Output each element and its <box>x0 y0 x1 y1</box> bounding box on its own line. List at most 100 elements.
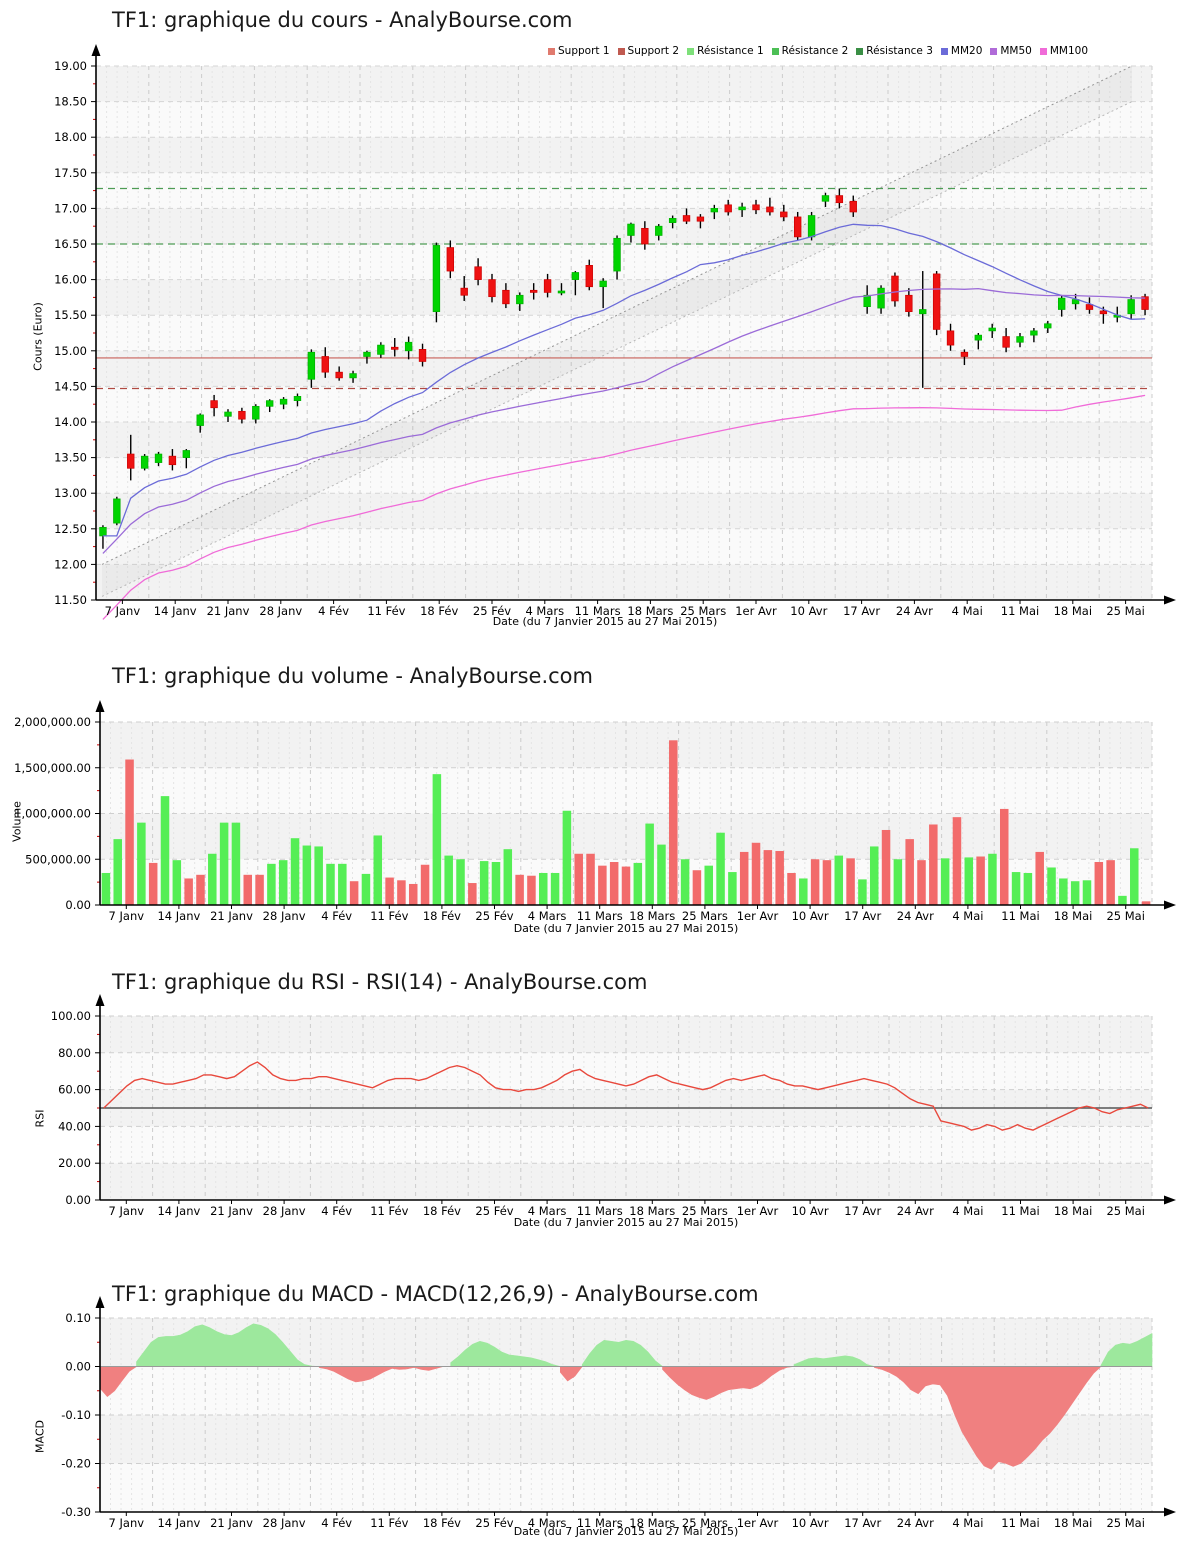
svg-text:20.00: 20.00 <box>58 1156 91 1170</box>
svg-text:11 Mai: 11 Mai <box>1001 604 1039 618</box>
rsi-chart-plot: 0.00 20.00 40.00 60.00 80.00 100.00 7 Janv 14 J… <box>51 994 1176 1218</box>
svg-text:1,000,000.00: 1,000,000.00 <box>14 807 91 821</box>
svg-text:2,000,000.00: 2,000,000.00 <box>14 715 91 729</box>
svg-text:500,000.00: 500,000.00 <box>25 852 91 866</box>
rsi-x-axis-label: Date (du 7 Janvier 2015 au 27 Mai 2015) <box>513 1216 739 1229</box>
svg-text:16.50: 16.50 <box>54 237 87 251</box>
legend-swatch-resistance-3 <box>856 47 864 55</box>
svg-text:4 Mars: 4 Mars <box>528 1516 567 1530</box>
svg-text:15.00: 15.00 <box>54 344 87 358</box>
svg-text:10 Avr: 10 Avr <box>792 1204 829 1218</box>
legend-swatch-support-1 <box>548 47 555 55</box>
svg-text:11 Mars: 11 Mars <box>577 909 623 923</box>
svg-text:-0.30: -0.30 <box>61 1505 91 1519</box>
legend-swatch-mm100 <box>1039 47 1047 55</box>
svg-text:19.00: 19.00 <box>54 59 87 73</box>
svg-text:25 Fév: 25 Fév <box>475 1516 513 1530</box>
svg-text:11 Mars: 11 Mars <box>575 604 621 618</box>
legend-item-mm50: MM50 <box>990 45 1032 57</box>
legend-item-resistance-2: Résistance 2 <box>771 45 848 57</box>
svg-text:14 Janv: 14 Janv <box>157 1204 200 1218</box>
svg-text:15.50: 15.50 <box>54 308 87 322</box>
svg-text:4 Mars: 4 Mars <box>525 604 564 618</box>
svg-text:14.00: 14.00 <box>54 415 87 429</box>
svg-text:4 Mai: 4 Mai <box>952 1204 983 1218</box>
legend-item-support-1: Support 1 <box>548 45 610 57</box>
svg-text:28 Janv: 28 Janv <box>259 604 302 618</box>
svg-text:18.00: 18.00 <box>54 130 87 144</box>
svg-text:25 Mai: 25 Mai <box>1106 604 1144 618</box>
svg-text:7 Janv: 7 Janv <box>109 909 145 923</box>
svg-text:11 Mars: 11 Mars <box>577 1204 623 1218</box>
legend-label-resistance-3: Résistance 3 <box>866 45 933 57</box>
svg-text:4 Mars: 4 Mars <box>528 909 567 923</box>
legend-swatch-mm50 <box>990 47 998 55</box>
svg-text:0.00: 0.00 <box>65 1193 91 1207</box>
svg-text:7 Janv: 7 Janv <box>105 604 141 618</box>
legend-swatch-resistance-1 <box>687 47 695 55</box>
svg-text:18.50: 18.50 <box>54 95 87 109</box>
svg-text:17 Avr: 17 Avr <box>844 1516 881 1530</box>
svg-text:16.00: 16.00 <box>54 273 87 287</box>
svg-text:24 Avr: 24 Avr <box>897 1204 934 1218</box>
svg-text:25 Mars: 25 Mars <box>682 1204 728 1218</box>
svg-text:0.00: 0.00 <box>65 898 91 912</box>
price-chart-title: TF1: graphique du cours - AnalyBourse.co… <box>112 8 573 32</box>
volume-chart-plot: 0.00 500,000.00 1,000,000.00 1,500,000.00 2,… <box>14 700 1176 923</box>
svg-text:1er Avr: 1er Avr <box>737 1516 779 1530</box>
svg-text:4 Fév: 4 Fév <box>321 1516 352 1530</box>
svg-text:60.00: 60.00 <box>58 1083 91 1097</box>
svg-text:14.50: 14.50 <box>54 379 87 393</box>
volume-chart-panel: TF1: graphique du volume - AnalyBourse.c… <box>0 650 1200 960</box>
price-x-axis-label: Date (du 7 Janvier 2015 au 27 Mai 2015) <box>492 615 718 628</box>
svg-text:21 Janv: 21 Janv <box>210 909 253 923</box>
svg-text:80.00: 80.00 <box>58 1046 91 1060</box>
svg-text:11.50: 11.50 <box>54 593 87 607</box>
svg-text:18 Mars: 18 Mars <box>629 909 675 923</box>
svg-text:25 Mars: 25 Mars <box>682 1516 728 1530</box>
svg-text:-0.20: -0.20 <box>61 1457 91 1471</box>
svg-text:11 Mai: 11 Mai <box>1001 1516 1039 1530</box>
svg-text:-0.10: -0.10 <box>61 1408 91 1422</box>
svg-text:1er Avr: 1er Avr <box>737 909 779 923</box>
legend-label-mm20: MM20 <box>950 45 983 57</box>
svg-text:18 Mai: 18 Mai <box>1054 909 1092 923</box>
svg-text:18 Mai: 18 Mai <box>1054 1516 1092 1530</box>
svg-text:21 Janv: 21 Janv <box>210 1204 253 1218</box>
svg-text:1er Avr: 1er Avr <box>735 604 777 618</box>
svg-text:1er Avr: 1er Avr <box>737 1204 779 1218</box>
svg-text:11 Fév: 11 Fév <box>370 1516 408 1530</box>
price-chart-plot: 11.50 12.00 12.50 13.00 13.50 14.00 14.50 15.00… <box>54 44 1176 620</box>
svg-text:28 Janv: 28 Janv <box>263 1204 306 1218</box>
macd-chart-panel: TF1: graphique du MACD - MACD(12,26,9) -… <box>0 1250 1200 1550</box>
svg-text:25 Mai: 25 Mai <box>1106 909 1144 923</box>
svg-text:17 Avr: 17 Avr <box>844 1204 881 1218</box>
macd-x-axis-label: Date (du 7 Janvier 2015 au 27 Mai 2015) <box>513 1525 739 1538</box>
svg-text:21 Janv: 21 Janv <box>207 604 250 618</box>
legend-swatch-support-2 <box>617 47 625 55</box>
svg-text:4 Fév: 4 Fév <box>321 1204 352 1218</box>
svg-text:18 Mars: 18 Mars <box>629 1516 675 1530</box>
volume-x-axis-label: Date (du 7 Janvier 2015 au 27 Mai 2015) <box>513 922 739 935</box>
volume-chart-title: TF1: graphique du volume - AnalyBourse.c… <box>112 664 593 688</box>
svg-text:28 Janv: 28 Janv <box>263 909 306 923</box>
svg-text:12.50: 12.50 <box>54 522 87 536</box>
svg-text:25 Mars: 25 Mars <box>682 909 728 923</box>
svg-text:25 Fév: 25 Fév <box>473 604 511 618</box>
svg-text:13.50: 13.50 <box>54 451 87 465</box>
svg-text:11 Fév: 11 Fév <box>370 909 408 923</box>
svg-text:28 Janv: 28 Janv <box>263 1516 306 1530</box>
legend-label-support-1: Support 1 <box>558 45 610 57</box>
svg-text:25 Mai: 25 Mai <box>1106 1204 1144 1218</box>
svg-text:21 Janv: 21 Janv <box>210 1516 253 1530</box>
svg-text:18 Mars: 18 Mars <box>627 604 673 618</box>
legend-label-mm100: MM100 <box>1049 45 1089 57</box>
legend-label-mm50: MM50 <box>1000 45 1032 57</box>
svg-text:18 Fév: 18 Fév <box>423 1204 461 1218</box>
svg-text:25 Fév: 25 Fév <box>475 1204 513 1218</box>
svg-text:11 Fév: 11 Fév <box>370 1204 408 1218</box>
macd-chart-plot: -0.30 -0.20 -0.10 0.00 0.10 7 Janv 14 Janv 21 J… <box>61 1296 1176 1530</box>
svg-text:7 Janv: 7 Janv <box>109 1516 145 1530</box>
svg-text:14 Janv: 14 Janv <box>157 1516 200 1530</box>
legend-swatch-mm20 <box>940 47 948 55</box>
